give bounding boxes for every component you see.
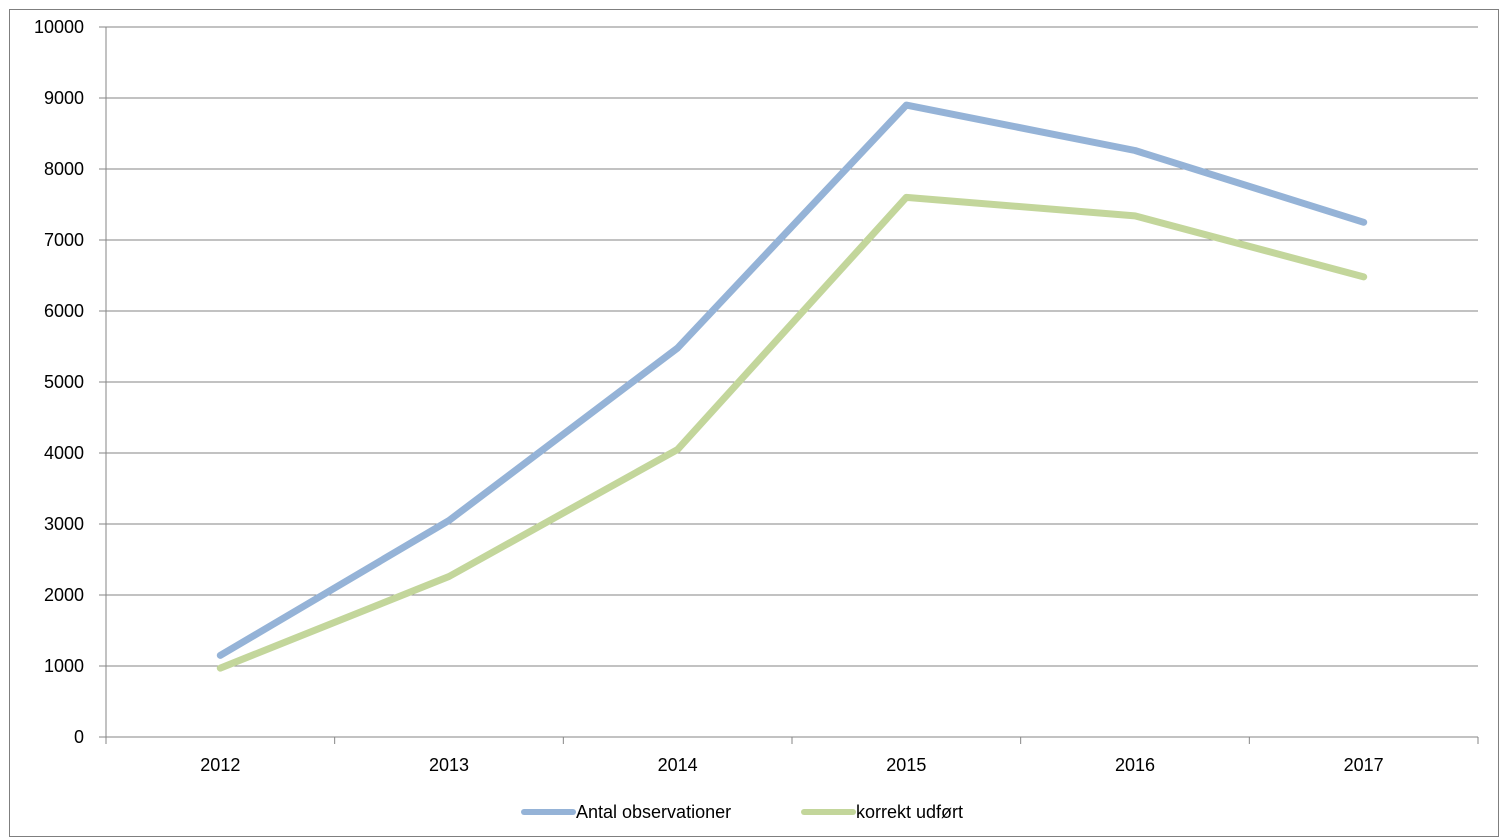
x-tick-label: 2014 [658,755,698,775]
series-lines [216,101,1368,672]
x-tick-label: 2017 [1344,755,1384,775]
x-tick-label: 2013 [429,755,469,775]
y-tick-label: 9000 [44,88,84,108]
y-tick-label: 7000 [44,230,84,250]
y-tick-label: 5000 [44,372,84,392]
x-tick-label: 2015 [886,755,926,775]
gridlines [99,26,1479,744]
y-tick-label: 0 [74,727,84,747]
chart-frame [9,9,1499,837]
y-tick-label: 10000 [34,17,84,37]
legend-label-1: Antal observationer [576,802,731,822]
y-tick-label: 1000 [44,656,84,676]
axes [105,27,1478,738]
series-line-2 [216,193,1368,672]
y-tick-label: 4000 [44,443,84,463]
y-tick-label: 8000 [44,159,84,179]
y-tick-labels: 0 1000 2000 3000 4000 5000 6000 7000 8000 9000 100… [34,17,84,747]
x-tick-labels: 2012 2013 2014 2015 2016 2017 [200,755,1383,775]
y-tick-label: 2000 [44,585,84,605]
legend-label-2: korrekt udført [856,802,963,822]
y-tick-label: 3000 [44,514,84,534]
x-tick-label: 2016 [1115,755,1155,775]
series-line-1 [216,101,1368,659]
y-tick-label: 6000 [44,301,84,321]
x-tick-label: 2012 [200,755,240,775]
legend: Antal observationer korrekt udført [521,802,963,822]
